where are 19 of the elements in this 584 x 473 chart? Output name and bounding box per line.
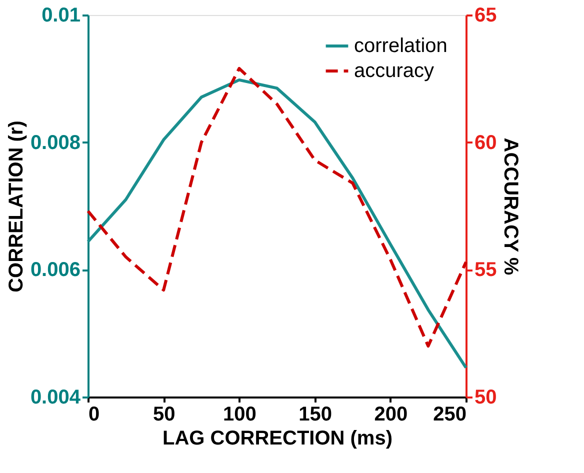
y-tick-label: 0.01 [42,4,80,26]
y-tick-label: 0.008 [30,132,80,154]
x-tick-label: 0 [88,404,100,426]
y2-tick-label: 60 [474,132,497,154]
x-tick-label: 150 [298,404,332,426]
y2-tick-label: 65 [474,4,497,26]
y-tick-label: 0.004 [30,386,82,408]
y2-axis-title: ACCURACY % [500,138,522,276]
x-tick-label: 250 [433,404,466,426]
x-tick-label: 50 [152,404,176,426]
y-axis-title: CORRELATION (r) [5,120,28,292]
y-tick-label: 0.006 [30,259,80,282]
y2-tick-label: 50 [474,386,497,408]
x-tick-label: 200 [374,404,408,426]
x-axis-title: LAG CORRECTION (ms) [162,428,392,450]
legend-label: accuracy [354,60,434,82]
x-tick-label: 100 [223,404,256,426]
y2-tick-label: 55 [474,259,497,282]
legend-label: correlation [354,35,448,57]
